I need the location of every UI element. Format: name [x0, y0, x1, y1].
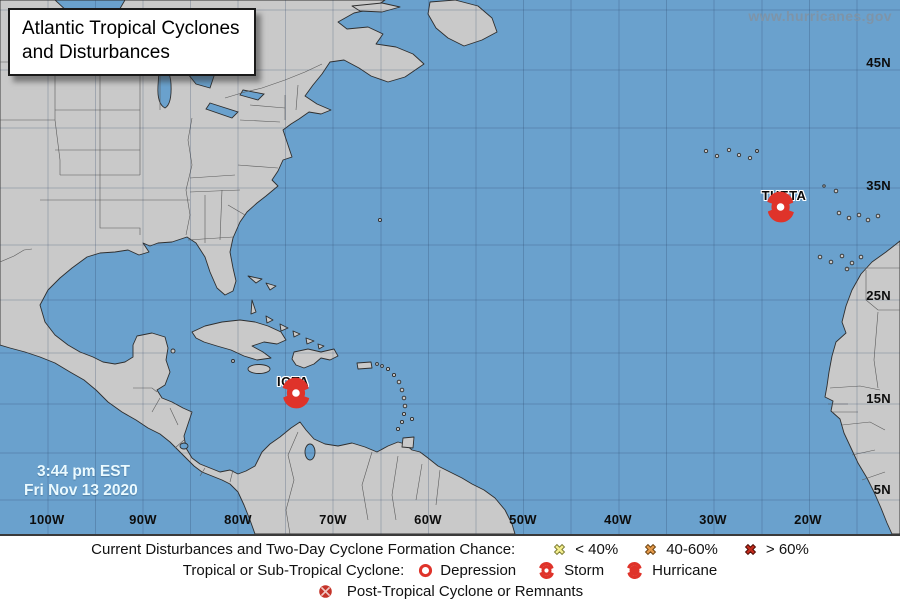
newfoundland-island: [427, 0, 498, 47]
azores-islands: [703, 147, 759, 161]
hispaniola-island: [291, 348, 339, 369]
jamaica-island: [247, 364, 271, 374]
anticosti-island: [351, 2, 401, 13]
hurricane-label: Hurricane: [652, 562, 718, 579]
post-tropical-icon: [317, 583, 334, 600]
map-title-box: Atlantic Tropical Cyclones and Disturban…: [8, 8, 256, 76]
timestamp-time: 3:44 pm EST: [37, 463, 131, 480]
legend-cyclone-row: Tropical or Sub-Tropical Cyclone: Depres…: [0, 560, 900, 581]
africa-landmass: [824, 240, 900, 534]
lon-label-30w: 30W: [699, 512, 727, 527]
atlantic-basin-map: 100W 90W 80W 70W 60W 50W 40W 30W 20W 45N…: [0, 0, 900, 536]
lat-label-5n: 5N: [873, 482, 891, 497]
depression-icon: [418, 563, 433, 578]
bahamas-islands: [247, 275, 325, 350]
chance-high-label: > 60%: [765, 541, 809, 558]
chance-low-label: < 40%: [575, 541, 619, 558]
map-title-line2: and Disturbances: [22, 42, 170, 63]
hurricane-icon: [624, 560, 645, 581]
legend-formation-chance-row: Current Disturbances and Two-Day Cyclone…: [0, 536, 900, 560]
cayman-island: [231, 359, 235, 363]
lon-label-70w: 70W: [319, 512, 347, 527]
lon-label-80w: 80W: [224, 512, 252, 527]
americas-landmass: [0, 0, 516, 534]
map-timestamp: 3:44 pm EST Fri Nov 13 2020: [24, 462, 138, 500]
storm-marker-iota[interactable]: IOTA: [277, 374, 309, 390]
cozumel-island: [170, 348, 176, 354]
storm-icon: [536, 560, 557, 581]
map-title-line1: Atlantic Tropical Cyclones: [22, 18, 240, 39]
lake-maracaibo: [304, 443, 316, 461]
lesser-antilles-islands: [375, 362, 415, 432]
trinidad-island: [401, 436, 415, 449]
lake-nicaragua: [179, 442, 189, 450]
chance-medium-label: 40-60%: [666, 541, 718, 558]
map-legend: Current Disturbances and Two-Day Cyclone…: [0, 536, 900, 601]
lon-label-20w: 20W: [794, 512, 822, 527]
lon-label-60w: 60W: [414, 512, 442, 527]
lat-label-15n: 15N: [866, 391, 891, 406]
lon-label-50w: 50W: [509, 512, 537, 527]
tropical-storm-icon[interactable]: [762, 188, 800, 226]
lat-label-25n: 25N: [866, 288, 891, 303]
lon-label-90w: 90W: [129, 512, 157, 527]
lake-erie: [205, 102, 239, 119]
basemap-svg: [0, 0, 900, 534]
lon-label-100w: 100W: [29, 512, 65, 527]
post-tropical-label: Post-Tropical Cyclone or Remnants: [346, 583, 584, 600]
lon-label-40w: 40W: [604, 512, 632, 527]
borders-group: [0, 61, 900, 534]
cuba-island: [191, 319, 287, 361]
puerto-rico-island: [356, 361, 373, 370]
canary-madeira-islands: [822, 184, 881, 223]
legend-cyclone-title: Tropical or Sub-Tropical Cyclone:: [182, 562, 405, 579]
cape-verde-islands: [817, 253, 864, 272]
storm-label: Storm: [564, 562, 605, 579]
bermuda-island: [377, 217, 383, 223]
depression-label: Depression: [440, 562, 517, 579]
lat-label-35n: 35N: [866, 178, 891, 193]
lat-label-45n: 45N: [866, 55, 891, 70]
landmass-group: [0, 0, 900, 534]
tropical-storm-icon[interactable]: [277, 374, 315, 412]
graticule-grid: [0, 0, 900, 534]
storm-marker-theta[interactable]: THETA: [762, 188, 807, 204]
watermark-hurricanes-gov: www.hurricanes.gov: [748, 8, 892, 24]
legend-post-tropical-row: Post-Tropical Cyclone or Remnants: [0, 581, 900, 601]
chance-medium-icon: [642, 541, 659, 558]
timestamp-date: Fri Nov 13 2020: [24, 482, 138, 499]
chance-low-icon: [551, 541, 568, 558]
chance-high-icon: [742, 541, 759, 558]
legend-formation-chance-title: Current Disturbances and Two-Day Cyclone…: [91, 541, 516, 558]
